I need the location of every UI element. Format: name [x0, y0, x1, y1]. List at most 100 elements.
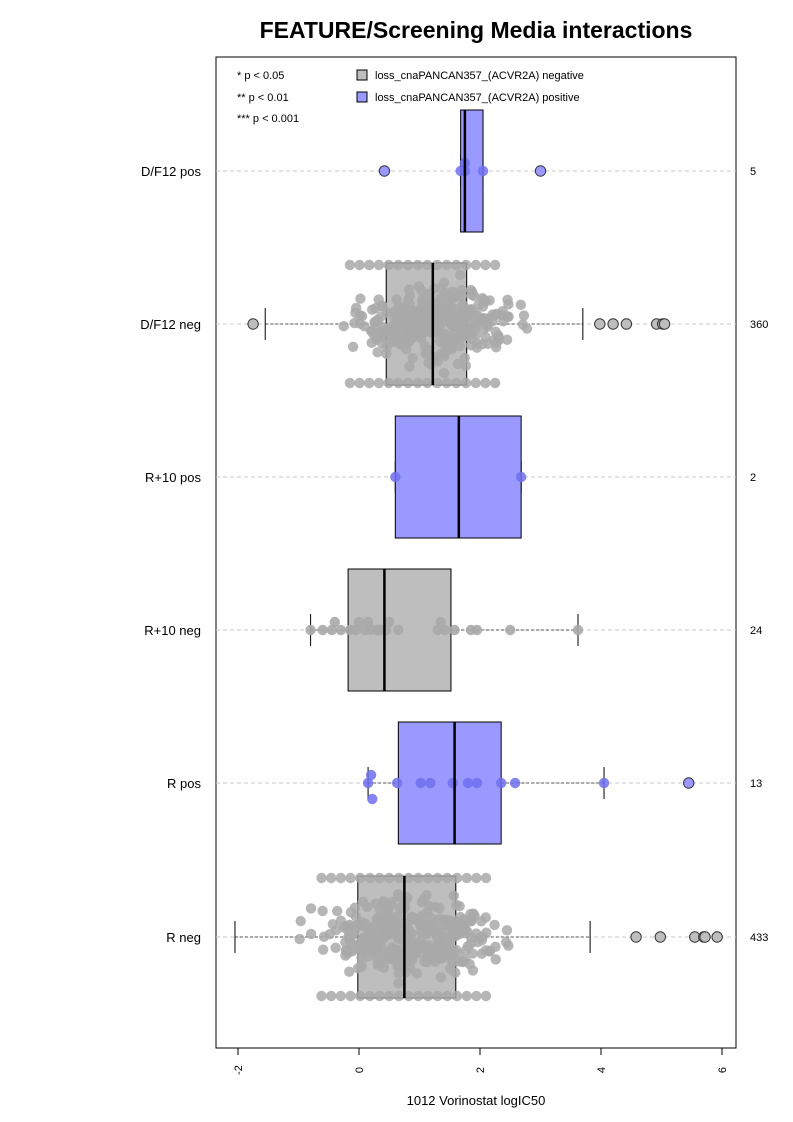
data-point: [305, 928, 317, 940]
data-point: [412, 943, 423, 955]
group-count: 24: [750, 625, 762, 637]
data-point: [335, 915, 347, 926]
data-point: [384, 990, 395, 1002]
data-point: [381, 341, 392, 353]
group-label: R pos: [167, 776, 201, 791]
data-point: [347, 341, 359, 352]
data-point: [332, 905, 343, 917]
data-point: [449, 624, 460, 636]
data-point: [470, 318, 481, 330]
data-point: [489, 259, 501, 271]
data-point: [442, 872, 453, 884]
data-point: [425, 314, 437, 325]
data-point: [402, 259, 414, 271]
data-point: [422, 377, 433, 389]
data-point: [393, 624, 404, 636]
data-point: [460, 360, 472, 371]
x-axis-label: 1012 Vorinostat logIC50: [407, 1093, 546, 1108]
data-point: [431, 926, 443, 937]
data-point: [356, 935, 367, 946]
outlier-point: [620, 318, 633, 330]
data-point: [353, 616, 365, 628]
data-point: [369, 317, 380, 328]
data-point: [413, 990, 424, 1002]
data-point: [495, 777, 507, 789]
data-point: [355, 872, 366, 884]
group-count: 13: [750, 778, 762, 790]
data-point: [515, 299, 527, 311]
legend-sig-3: *** p < 0.001: [237, 113, 299, 125]
data-point: [462, 777, 474, 789]
data-point: [491, 337, 502, 348]
data-point: [372, 347, 383, 358]
outlier-point: [594, 318, 606, 330]
data-point: [374, 872, 385, 884]
data-point: [432, 990, 443, 1002]
data-point: [393, 990, 405, 1002]
data-point: [455, 269, 466, 281]
data-point: [480, 259, 491, 271]
data-point: [350, 624, 362, 636]
data-point: [393, 259, 404, 271]
data-point: [451, 872, 463, 884]
data-point: [435, 303, 446, 315]
data-point: [490, 954, 501, 965]
data-point: [451, 944, 462, 956]
data-point: [366, 304, 378, 315]
data-point: [460, 377, 472, 389]
legend-swatch-positive: [356, 91, 368, 103]
data-point: [438, 367, 450, 379]
data-point: [467, 965, 479, 976]
data-point: [477, 165, 489, 177]
data-point: [425, 953, 437, 964]
data-point: [344, 259, 356, 271]
data-point: [393, 301, 404, 312]
label-layer: D/F12 pos 5 D/F12 neg 360 R+10 pos 2 R+10 neg 2…: [140, 164, 768, 945]
data-point: [453, 920, 464, 932]
data-point: [327, 918, 339, 930]
data-point: [295, 915, 306, 927]
data-point: [435, 616, 446, 628]
x-tick-label: 4: [596, 1067, 608, 1073]
data-point: [345, 872, 356, 884]
data-point: [317, 905, 328, 917]
data-point: [411, 968, 422, 979]
data-point: [404, 361, 415, 372]
data-point: [390, 922, 401, 934]
data-point: [393, 872, 405, 884]
data-point: [367, 793, 378, 805]
data-point: [471, 624, 483, 636]
x-tick-label: 6: [717, 1067, 729, 1073]
data-point: [357, 896, 369, 907]
data-point: [380, 950, 391, 961]
data-point: [326, 624, 337, 636]
data-point: [490, 941, 501, 953]
data-point: [421, 924, 433, 935]
data-point: [335, 990, 347, 1002]
data-point: [447, 957, 458, 968]
data-point: [422, 872, 434, 884]
legend-swatch-negative: [356, 69, 368, 81]
outlier-point: [711, 931, 723, 943]
data-point: [453, 321, 464, 332]
data-point: [350, 911, 361, 922]
data-point: [345, 990, 356, 1002]
data-point: [366, 337, 377, 349]
data-point: [421, 942, 432, 953]
data-point: [480, 945, 492, 956]
data-point: [370, 898, 381, 909]
legend: * p < 0.05 ** p < 0.01 *** p < 0.001 los…: [237, 69, 584, 125]
group-count: 2: [750, 472, 756, 484]
data-point: [403, 990, 414, 1002]
group-label: R neg: [166, 930, 201, 945]
data-point: [402, 377, 414, 389]
data-point: [431, 259, 443, 271]
data-point: [471, 872, 482, 884]
group-count: 360: [750, 319, 768, 331]
data-point: [363, 924, 375, 935]
data-point: [500, 937, 512, 948]
data-point: [374, 960, 385, 971]
data-point: [441, 377, 452, 389]
data-point: [517, 319, 529, 330]
